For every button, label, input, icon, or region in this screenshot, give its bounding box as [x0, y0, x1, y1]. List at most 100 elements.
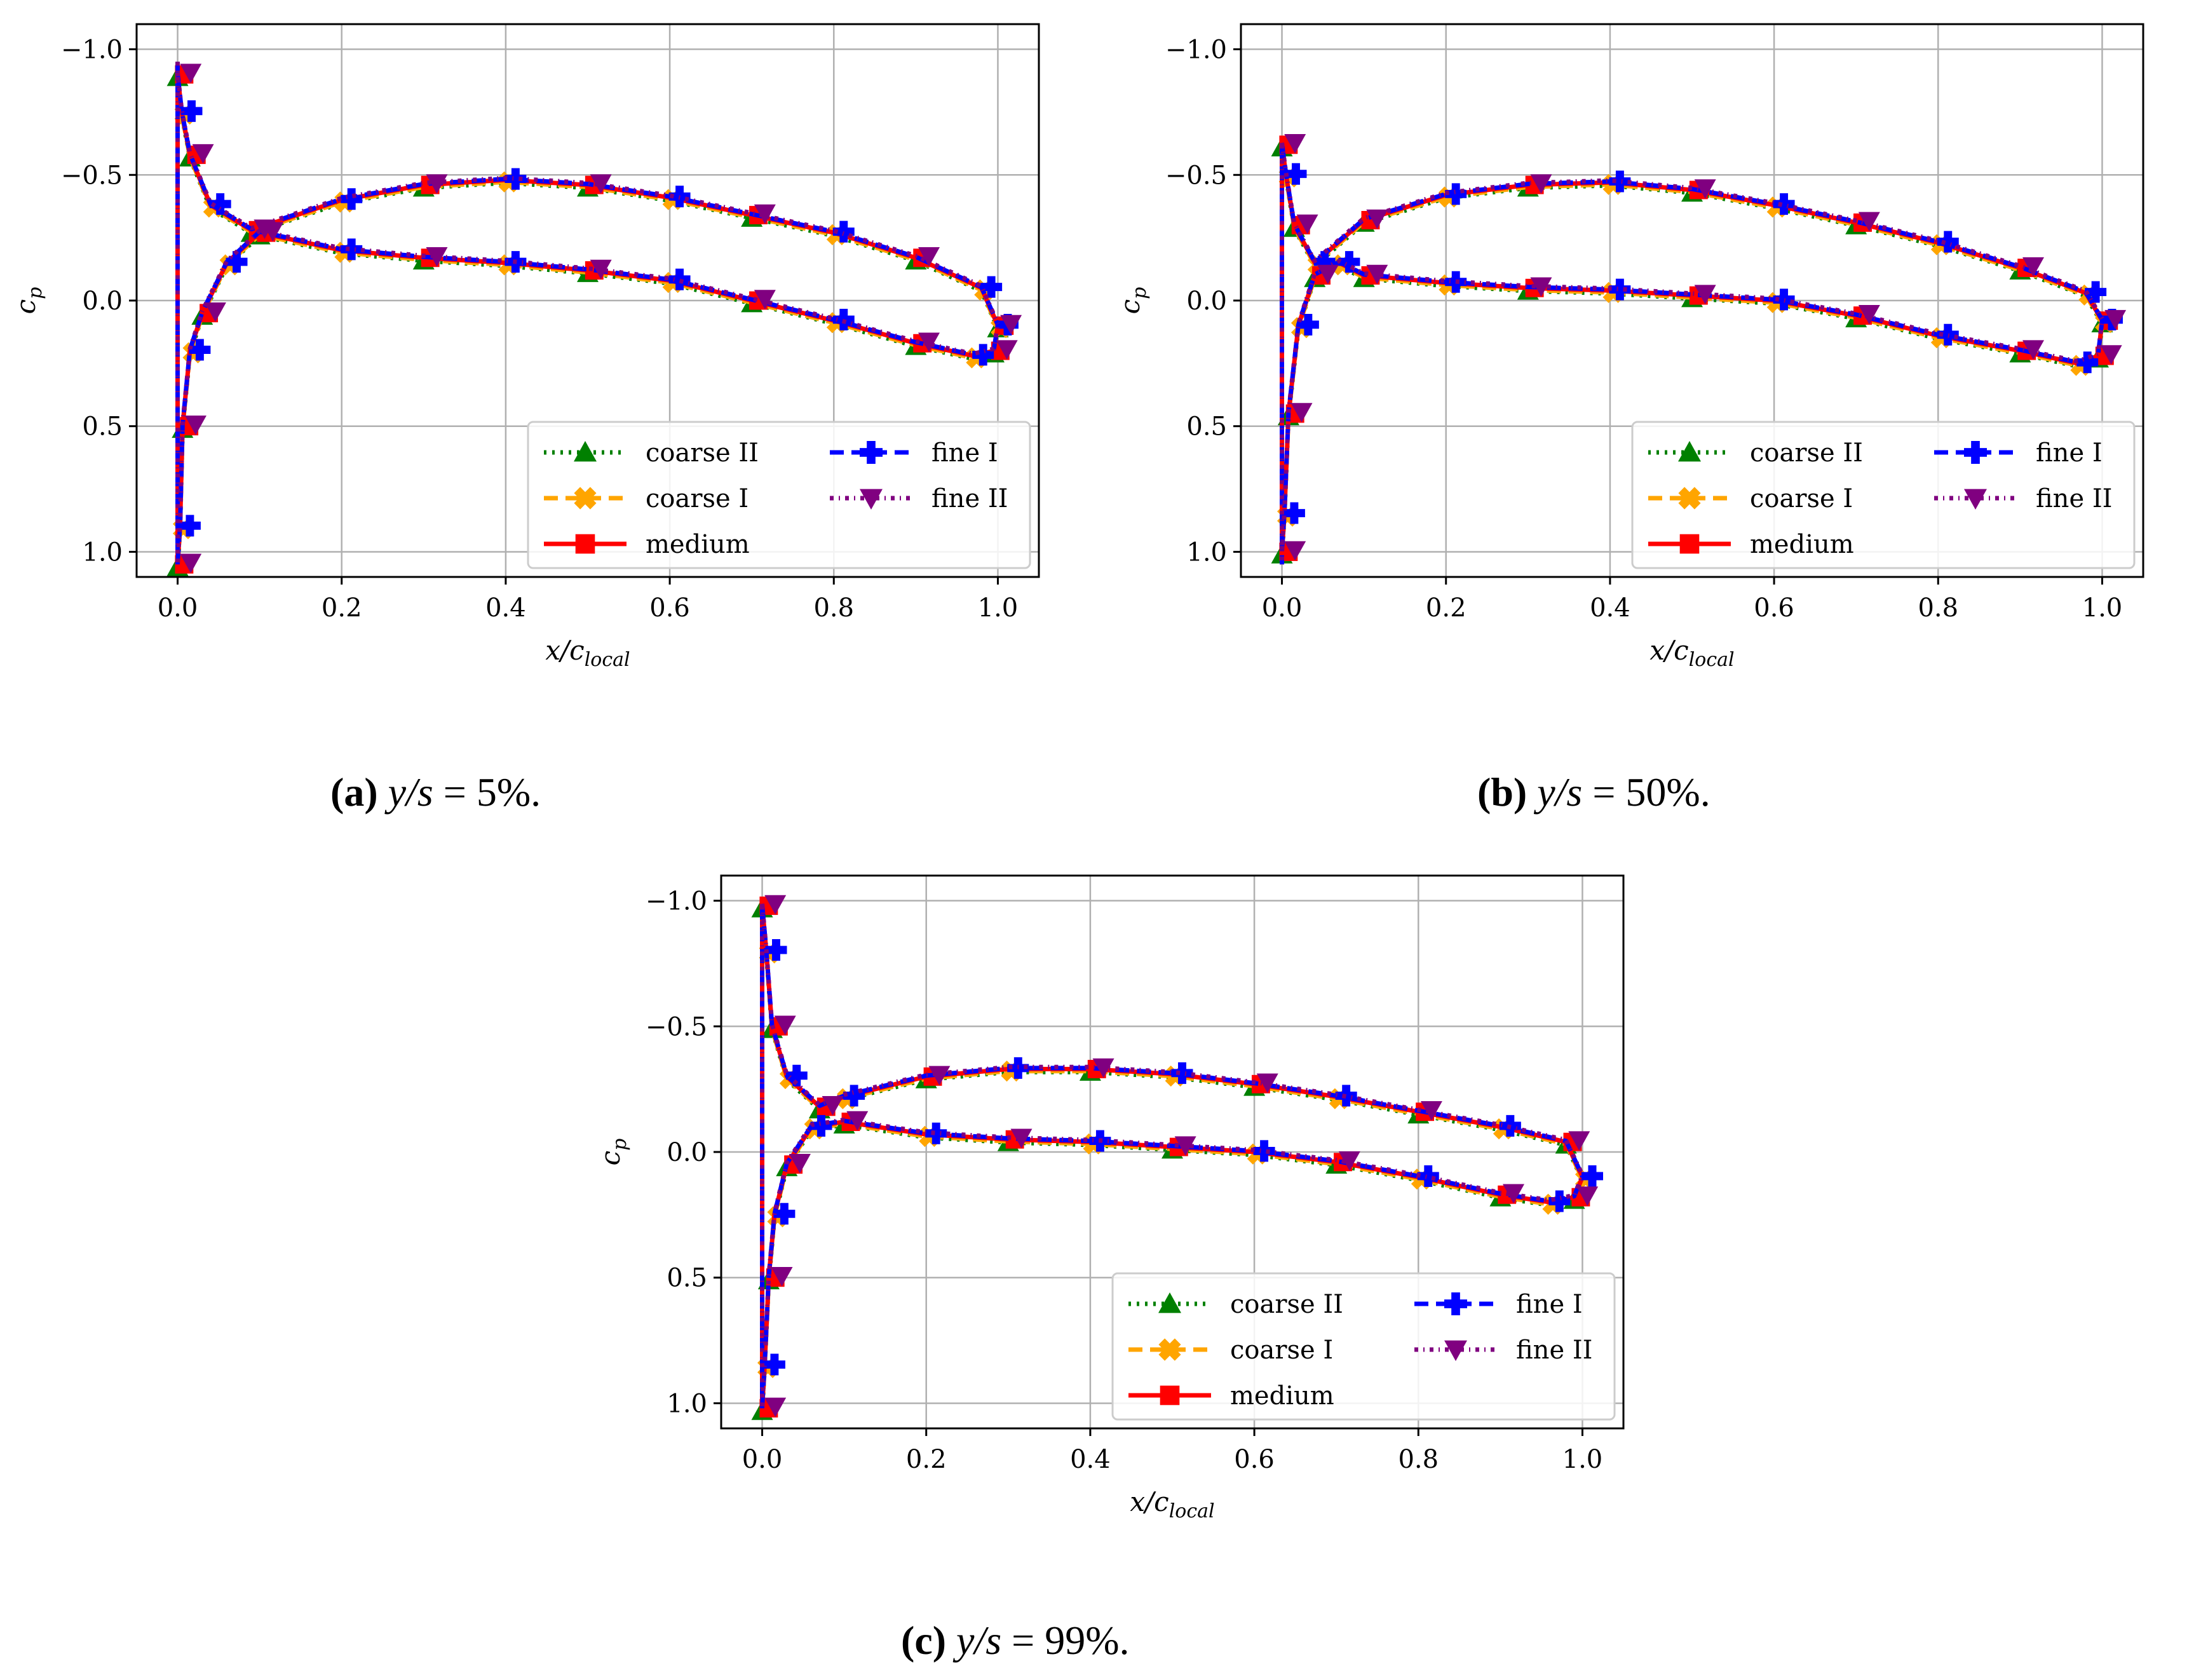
y-tick-label-0: −1.0 [61, 36, 123, 65]
y-axis-label-group: cp [595, 1139, 631, 1166]
marker-fine_i-pressure-5 [810, 1114, 832, 1137]
y-axis-label-group: cp [1114, 287, 1151, 315]
marker-fine_ii-suction-12 [1420, 1101, 1442, 1121]
marker-fine_ii-suction-12 [2022, 257, 2045, 277]
y-axis-label-group: cp [10, 287, 46, 315]
legend-marker-coarse_i [574, 487, 597, 510]
y-tick-label-4: 1.0 [667, 1389, 707, 1418]
x-tick-label-2: 0.4 [1590, 593, 1630, 623]
legend-label-fine_ii: fine II [931, 484, 1008, 513]
legend: coarse II coarse I medium fine I fine II [1111, 1272, 1616, 1421]
caption-c-math: y/s [956, 1618, 1002, 1663]
marker-fine_ii-pressure-0 [1284, 541, 1306, 561]
x-tick-label-3: 0.6 [1234, 1445, 1275, 1474]
legend-marker-fine_i [860, 441, 883, 464]
caption-b-value: = 50%. [1582, 769, 1710, 815]
series-fine_ii-suction [175, 72, 1000, 325]
marker-fine_ii-pressure-10 [590, 259, 612, 280]
chart-a: 0.0 0.2 0.4 0.6 0.8 1.0 −1.0 −0.5 0.0 0.5 1.0 x/clo… [10, 23, 1040, 671]
y-axis-label: cp [595, 1139, 631, 1166]
series-coarse_i-suction [175, 76, 1000, 329]
marker-fine_ii-pressure-0 [764, 1397, 787, 1418]
series-fine_i-pressure [760, 1118, 1585, 1408]
legend-label-fine_i: fine I [2036, 438, 2103, 468]
legend-label-coarse_i: coarse I [1750, 484, 1853, 513]
legend-marker-fine_ii [1444, 1340, 1467, 1361]
marker-fine_i-pressure-1 [1283, 502, 1305, 524]
marker-fine_i-pressure-15 [2076, 351, 2099, 374]
legend-marker-coarse_ii [1158, 1292, 1181, 1313]
marker-fine_i-suction-1 [1285, 163, 1307, 185]
x-tick-label-4: 0.8 [1398, 1445, 1439, 1474]
x-tick-label-1: 0.2 [1426, 593, 1466, 623]
marker-fine_i-pressure-3 [773, 1203, 796, 1225]
marker-fine_i-pressure-7 [925, 1122, 947, 1144]
y-tick-label-0: −1.0 [646, 887, 707, 916]
x-tick-label-2: 0.4 [485, 593, 526, 623]
caption-b-math: y/s [1537, 769, 1583, 815]
marker-fine_i-suction-11 [1335, 1085, 1357, 1107]
legend-label-medium: medium [1750, 530, 1854, 559]
y-tick-label-0: −1.0 [1165, 36, 1227, 65]
marker-fine_ii-suction-10 [754, 204, 776, 224]
marker-fine_i-suction-5 [1445, 183, 1467, 205]
marker-fine_ii-suction-10 [1858, 212, 1880, 232]
legend: coarse II coarse I medium fine I fine II [527, 421, 1031, 569]
marker-fine_ii-suction-2 [774, 1015, 796, 1036]
chart-b: 0.0 0.2 0.4 0.6 0.8 1.0 −1.0 −0.5 0.0 0.5 1.0 x/clo… [1114, 23, 2144, 671]
legend-marker-coarse_ii [574, 441, 597, 462]
marker-fine_i-pressure-3 [189, 339, 211, 361]
x-tick-label-0: 0.0 [1262, 593, 1303, 623]
marker-fine_i-suction-3 [785, 1064, 808, 1087]
y-tick-label-2: 0.0 [1186, 287, 1227, 316]
x-tick-label-1: 0.2 [322, 593, 362, 623]
marker-fine_ii-pressure-2 [184, 415, 207, 435]
caption-c-tag: (c) [901, 1618, 947, 1663]
legend-label-coarse_ii: coarse II [1750, 438, 1863, 468]
marker-fine_ii-pressure-12 [1858, 304, 1880, 325]
legend-label-coarse_ii: coarse II [1230, 1290, 1343, 1319]
marker-fine_ii-suction-14 [2104, 309, 2127, 330]
marker-fine_i-suction-13 [2085, 281, 2107, 303]
legend-marker-fine_i [1444, 1292, 1467, 1315]
marker-fine_i-pressure-15 [972, 344, 994, 366]
marker-fine_i-pressure-13 [1417, 1165, 1439, 1187]
series-fine_i-suction [175, 73, 1000, 326]
marker-fine_i-suction-1 [765, 939, 787, 961]
marker-fine_i-pressure-13 [1937, 323, 1959, 346]
marker-fine_i-pressure-11 [668, 268, 691, 290]
series-fine_ii [1280, 134, 2127, 565]
marker-fine_i-suction-9 [1171, 1062, 1193, 1084]
marker-fine_i-pressure-7 [341, 238, 363, 261]
marker-fine_ii-suction-8 [1694, 179, 1716, 199]
marker-fine_ii-pressure-16 [2100, 345, 2122, 365]
y-tick-label-4: 1.0 [1186, 538, 1227, 567]
marker-fine_ii-pressure-10 [1174, 1136, 1196, 1156]
legend: coarse II coarse I medium fine I fine II [1631, 421, 2136, 569]
legend-label-coarse_i: coarse I [1230, 1336, 1333, 1365]
axes: 0.0 0.2 0.4 0.6 0.8 1.0 −1.0 −0.5 0.0 0.5 1.0 [61, 36, 1018, 623]
legend-label-coarse_ii: coarse II [646, 438, 759, 468]
series-layer [166, 62, 1022, 576]
marker-fine_ii-suction-14 [1000, 315, 1022, 335]
marker-fine_ii-pressure-6 [262, 222, 284, 242]
caption-c: (c) y/s = 99%. [901, 1617, 1130, 1664]
axes: 0.0 0.2 0.4 0.6 0.8 1.0 −1.0 −0.5 0.0 0.5 1.0 [646, 887, 1602, 1474]
marker-fine_ii-suction-6 [928, 1066, 951, 1086]
legend-box [527, 421, 1031, 569]
marker-fine_ii-pressure-0 [180, 553, 202, 574]
marker-fine_i-pressure-1 [763, 1353, 785, 1376]
y-tick-label-3: 0.5 [82, 412, 123, 442]
marker-fine_ii-suction-4 [1366, 209, 1388, 229]
marker-fine_ii-pressure-6 [846, 1111, 869, 1131]
legend-marker-medium [575, 534, 595, 554]
marker-fine_i-suction-5 [843, 1085, 865, 1107]
y-tick-label-1: −0.5 [1165, 161, 1227, 190]
legend-label-fine_i: fine I [1516, 1290, 1583, 1319]
marker-fine_ii-pressure-12 [1338, 1151, 1360, 1171]
marker-fine_ii-pressure-2 [771, 1266, 793, 1287]
caption-b-tag: (b) [1477, 769, 1527, 815]
y-tick-label-3: 0.5 [1186, 412, 1227, 442]
series-layer [751, 895, 1603, 1420]
marker-fine_ii-pressure-4 [789, 1154, 811, 1174]
